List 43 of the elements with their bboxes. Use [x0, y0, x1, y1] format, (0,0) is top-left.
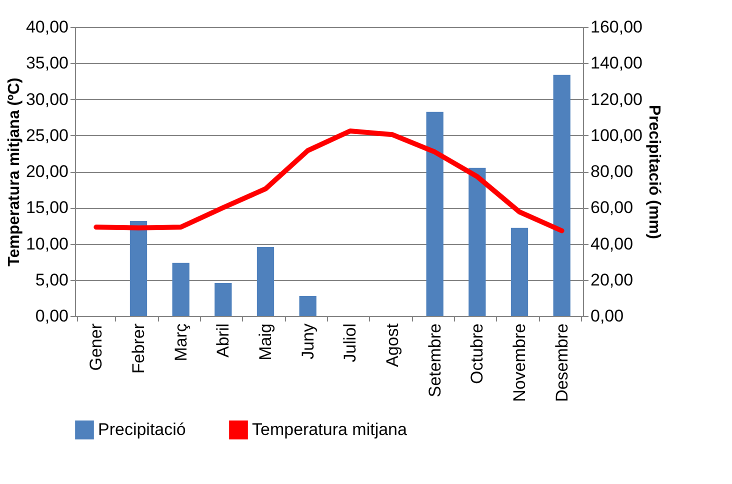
x-tick-label: Juny [298, 323, 318, 360]
bar [172, 262, 190, 316]
legend-label: Temperatura mitjana [252, 420, 408, 439]
bar [426, 112, 444, 316]
bar [468, 168, 486, 316]
y2-tick-label: 120,00 [590, 90, 642, 109]
y2-tick-label: 80,00 [590, 162, 634, 181]
y-tick-label: 5,00 [35, 270, 68, 290]
x-tick-label: Juliol [340, 324, 360, 362]
x-tick-label: Novembre [510, 324, 529, 402]
x-tick-label: Maig [256, 324, 275, 360]
x-tick-label: Gener [86, 323, 106, 371]
y-tick-label: 35,00 [26, 54, 68, 73]
y2-tick-label: 40,00 [590, 234, 634, 254]
x-tick-label: Agost [383, 323, 402, 367]
y-tick-label: 0,00 [35, 306, 68, 326]
bar [256, 247, 274, 316]
x-tick-label: Març [171, 323, 190, 362]
y2-tick-label: 100,00 [590, 126, 642, 145]
y2-tick-label: 160,00 [590, 18, 642, 36]
y-tick-label: 40,00 [26, 18, 68, 36]
y-tick-label: 30,00 [26, 90, 68, 109]
x-tick-label: Febrer [129, 323, 148, 374]
bar [214, 282, 232, 316]
bar [130, 220, 148, 316]
y2-tick-label: 60,00 [590, 198, 634, 218]
y-axis-title: Temperatura mitjana (ºC) [6, 78, 23, 266]
x-tick-label: Desembre [552, 324, 572, 402]
y2-tick-label: 140,00 [590, 54, 642, 73]
x-tick-label: Abril [214, 324, 233, 358]
x-tick-label: Octubre [468, 324, 487, 384]
x-tick-label: Setembre [425, 324, 444, 398]
y2-tick-label: 0,00 [590, 306, 624, 326]
bar [553, 74, 570, 316]
y-tick-label: 25,00 [26, 126, 68, 145]
y-tick-label: 15,00 [26, 198, 68, 218]
legend-label: Precipitació [98, 420, 186, 439]
y2-axis-title: Precipitació (mm) [645, 104, 662, 240]
y-tick-label: 20,00 [26, 162, 68, 181]
y2-tick-label: 20,00 [590, 270, 634, 290]
bar [299, 296, 316, 316]
bar [510, 228, 528, 316]
y-tick-label: 10,00 [26, 234, 68, 254]
